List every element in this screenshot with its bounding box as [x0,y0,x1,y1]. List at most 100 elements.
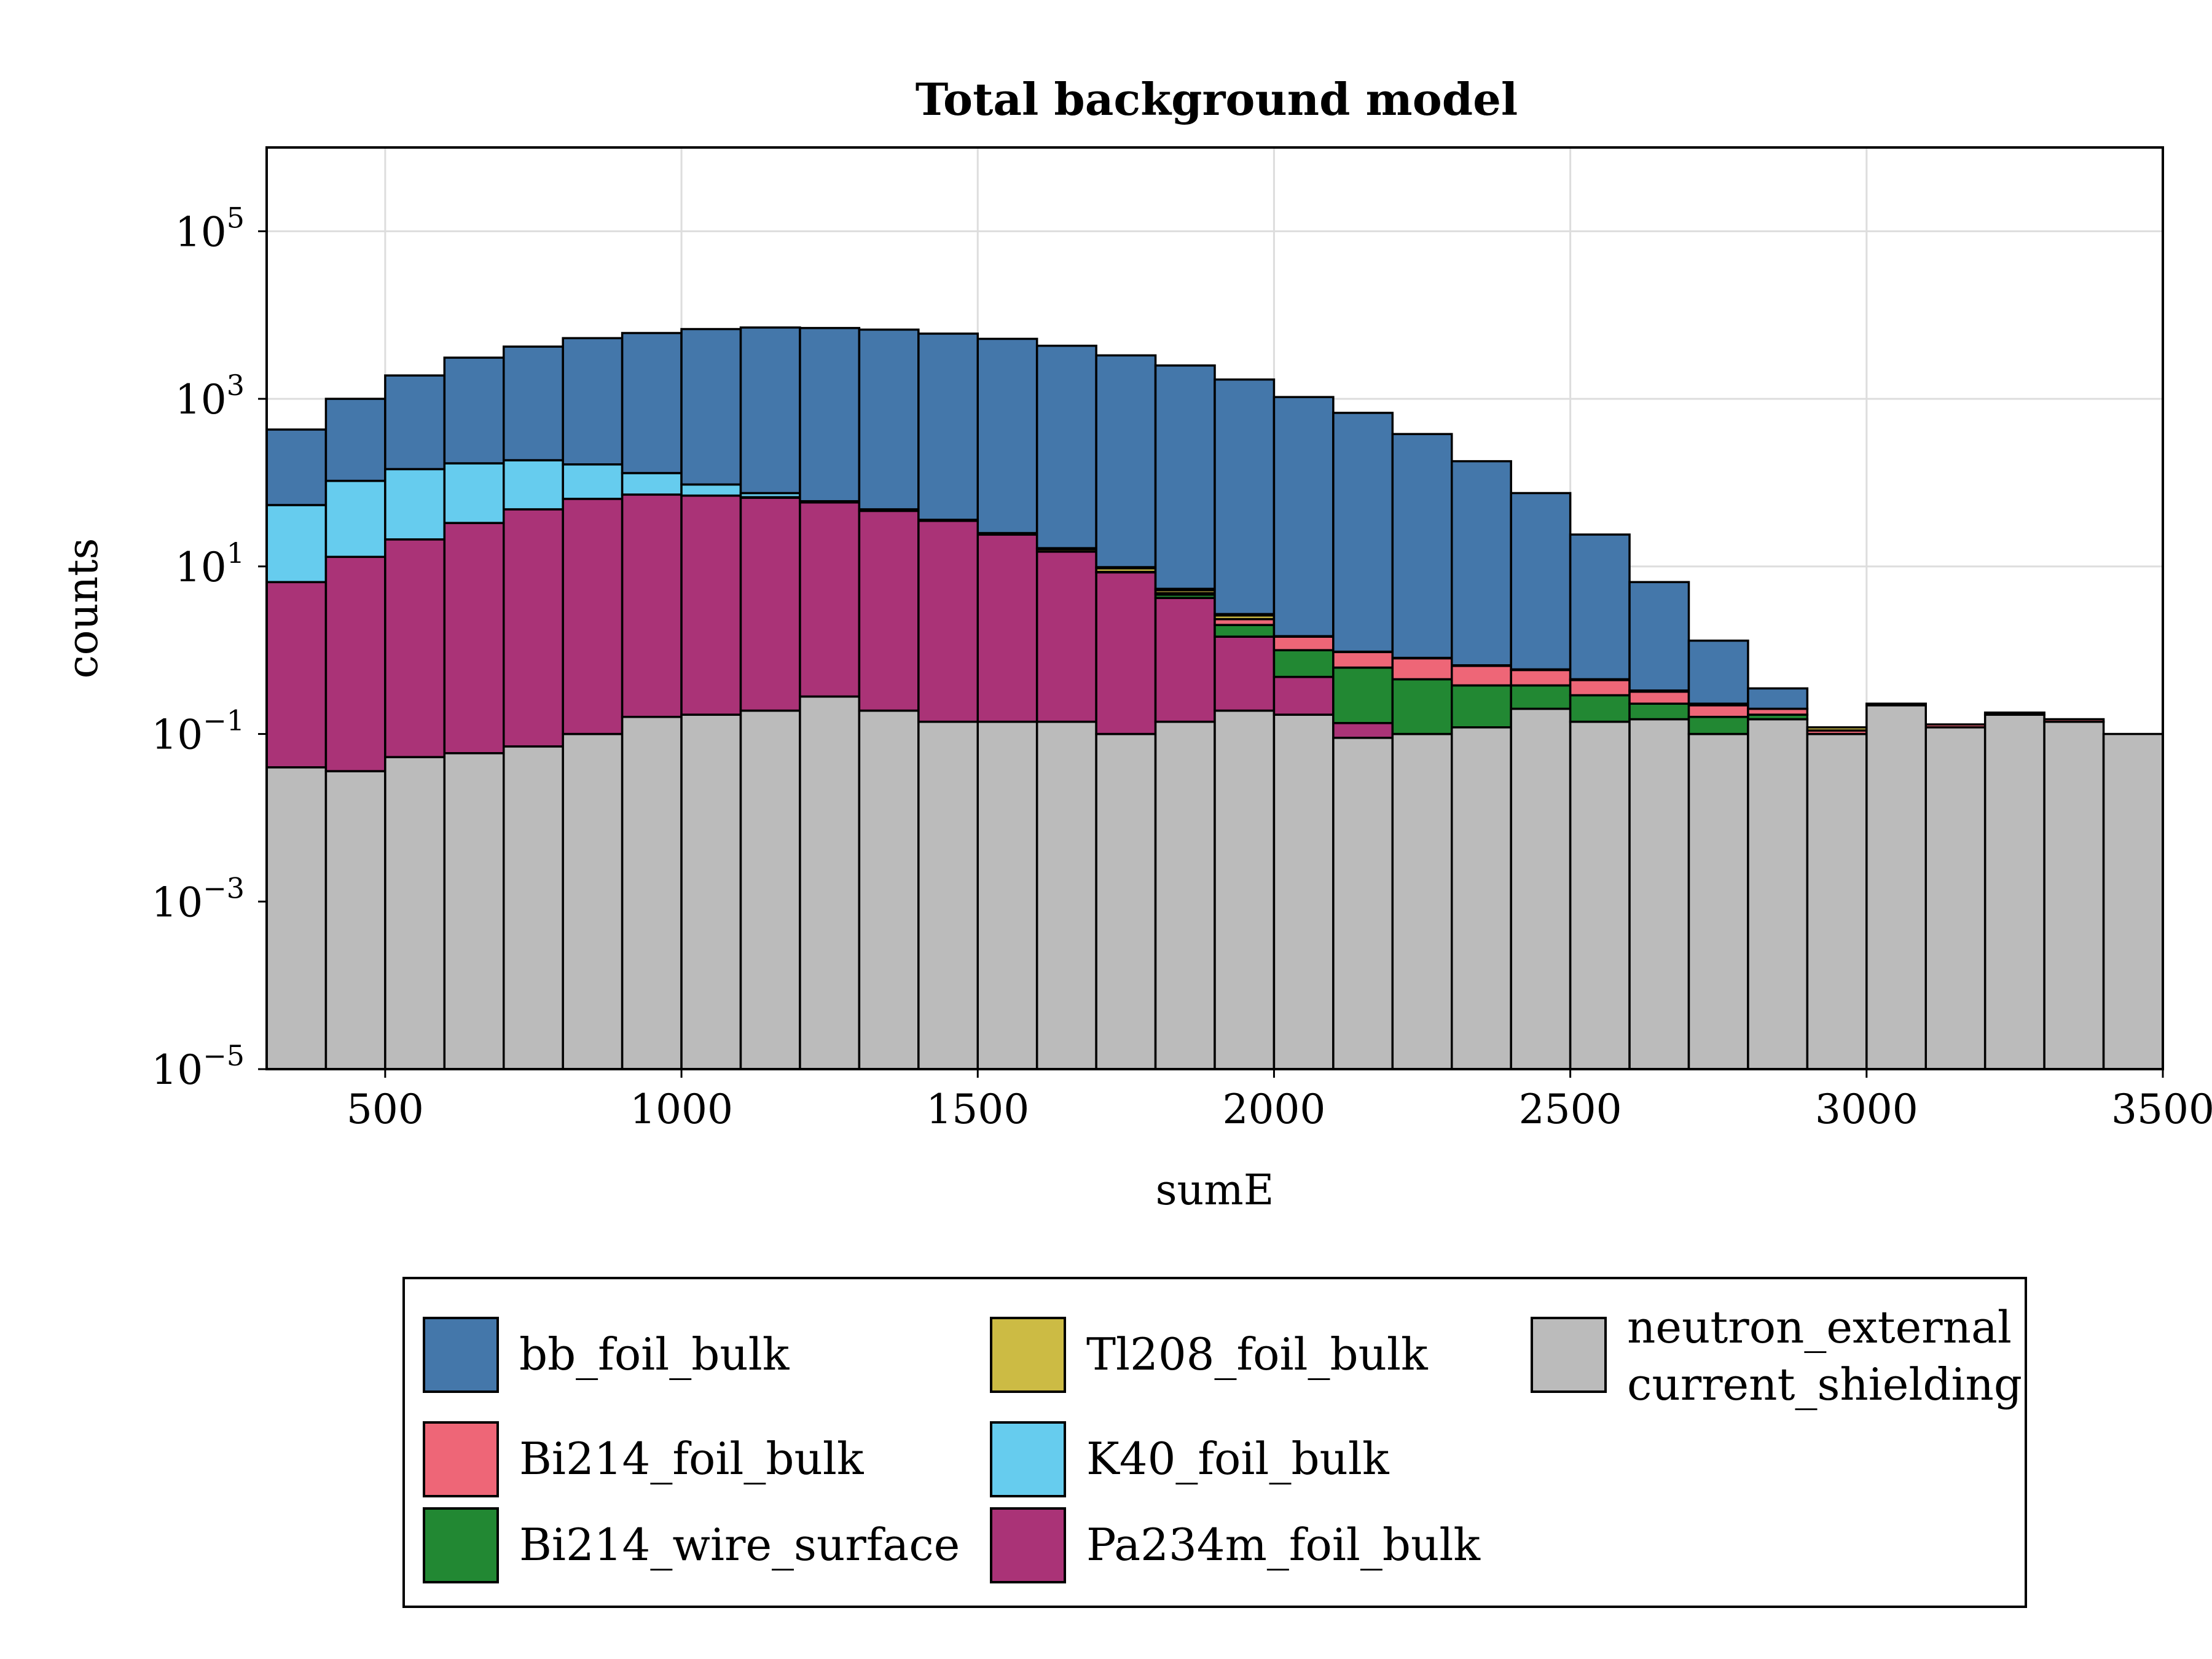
bar-segment [621,472,683,496]
bar-segment [384,756,446,1070]
x-axis-label: sumE [1156,1166,1274,1215]
y-tick-base: 10 [151,712,203,759]
bar-segment [503,459,564,511]
bar-segment [1510,492,1572,671]
bar-segment [799,695,861,1070]
bar-segment [621,332,683,474]
bar-segment [1214,709,1276,1070]
bar-segment [799,327,861,503]
bar-segment [1451,684,1512,729]
bar-segment [1095,354,1157,568]
bar-segment [1451,460,1512,667]
bar-segment [680,327,742,486]
y-tick-exponent: 3 [227,369,245,402]
y-tick-exponent: −1 [203,704,245,737]
bar-segment [1806,732,1868,1070]
legend-label: Tl208_foil_bulk [1086,1328,1429,1380]
legend-label: Bi214_foil_bulk [519,1433,865,1484]
bar-segment [1214,378,1276,616]
bar-segment [2102,732,2164,1070]
bar-segment [1569,694,1631,723]
y-tick-label: 101 [175,536,245,591]
x-tick-label: 3000 [1815,1086,1918,1133]
legend-label: Pa234m_foil_bulk [1086,1519,1481,1571]
bar-segment [1569,533,1631,681]
bar-segment [1747,718,1809,1070]
y-tick-exponent: −3 [203,871,245,904]
bar-segment [1628,702,1690,721]
plot-frame [265,146,2164,1070]
legend-label: bb_foil_bulk [519,1328,790,1380]
bar-segment [265,428,327,506]
x-tick-label: 2500 [1519,1086,1622,1133]
legend-swatch [423,1317,499,1393]
bar-segment [1628,718,1690,1070]
bar-segment [1451,726,1512,1070]
bar-segment [503,745,564,1070]
y-tick-label: 10−3 [151,871,245,926]
bar-segment [503,508,564,748]
bar-segment [1924,726,1986,1070]
x-tick-label: 2000 [1222,1086,1325,1133]
bar-segment [1628,690,1690,705]
bar-segment [1924,723,1986,729]
bar-segment [443,752,505,1070]
legend-frame [402,1277,2027,1608]
x-tick-label: 1000 [630,1086,733,1133]
legend-swatch [990,1317,1066,1393]
bar-segment [739,326,801,495]
y-tick-label: 10−1 [151,704,245,759]
bar-segment [680,713,742,1070]
bar-segment [265,766,327,1070]
x-tick-label: 1500 [926,1086,1029,1133]
legend-swatch [1531,1317,1607,1393]
y-tick-exponent: −5 [203,1039,245,1072]
bar-segment [1154,720,1216,1070]
y-tick-base: 10 [175,208,227,256]
bar-segment [1391,732,1453,1070]
bar-segment [1273,649,1335,678]
x-tick-label: 3500 [2111,1086,2212,1133]
legend-swatch [423,1421,499,1497]
bar-segment [1510,684,1572,710]
bar-segment [858,328,920,511]
y-tick-base: 10 [175,376,227,423]
bar-segment [2043,720,2105,1070]
bar-segment [562,498,624,735]
bar-segment [562,463,624,500]
bar-segment [1332,722,1394,739]
y-tick-base: 10 [175,544,227,591]
bar-segment [1687,715,1749,735]
bar-segment [324,770,386,1070]
bar-segment [562,337,624,466]
bar-segment [1391,657,1453,681]
bar-segment [917,332,979,521]
y-tick-exponent: 1 [227,536,245,570]
bar-segment [1687,704,1749,718]
stacked-bars [265,326,2164,1070]
bar-segment [1273,635,1335,651]
bar-segment [1865,704,1927,1070]
bar-segment [680,494,742,716]
y-tick-base: 10 [151,1046,203,1094]
legend-label: K40_foil_bulk [1086,1433,1390,1484]
legend-label: current_shielding [1627,1359,2022,1410]
bar-segment [739,496,801,712]
legend-swatch [990,1421,1066,1497]
bar-segment [1273,713,1335,1070]
bar-segment [1687,732,1749,1070]
bar-segment [680,483,742,497]
bar-segment [1273,396,1335,638]
bar-segment [503,345,564,461]
bar-segment [1451,664,1512,687]
bar-segment [976,720,1038,1070]
legend-label: neutron_external [1627,1301,2012,1353]
bar-segment [1806,726,1868,732]
legend-swatch [990,1507,1066,1583]
bar-segment [1154,597,1216,723]
bar-segment [976,337,1038,535]
bar-segment [1035,551,1097,723]
y-tick-label: 103 [175,369,245,423]
